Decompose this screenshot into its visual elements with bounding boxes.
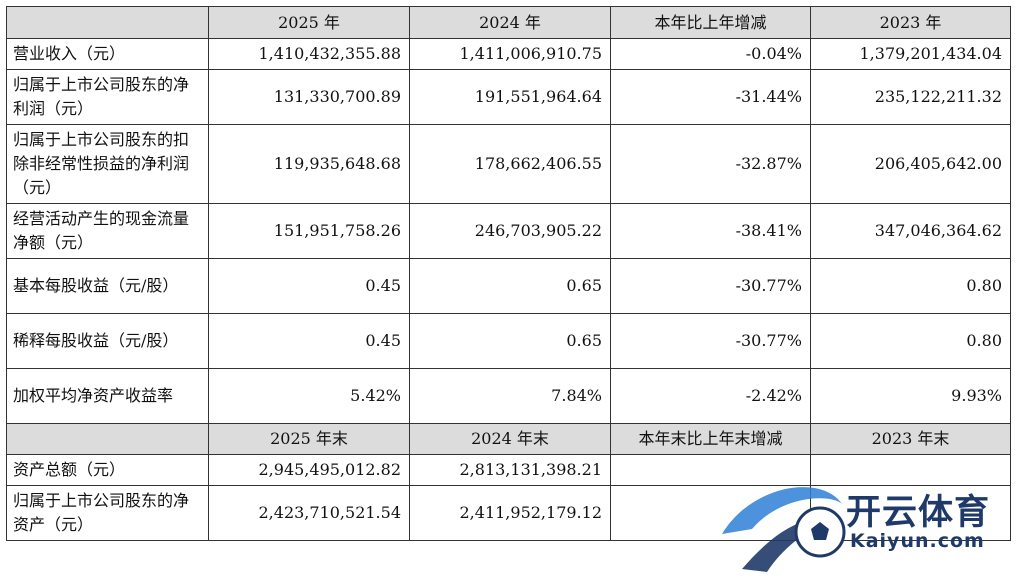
table-row: 加权平均净资产收益率 5.42% 7.84% -2.42% 9.93% [6, 368, 1011, 424]
header-blank-cell [6, 423, 209, 455]
row-label: 资产总额（元） [6, 454, 209, 486]
row-label: 归属于上市公司股东的净资产（元） [6, 485, 209, 541]
cell-2023: 0.80 [810, 258, 1011, 314]
table-row: 归属于上市公司股东的净利润（元） 131,330,700.89 191,551,… [6, 69, 1011, 125]
cell-2024: 0.65 [409, 258, 611, 314]
cell-2024: 1,411,006,910.75 [409, 38, 611, 70]
table-row: 经营活动产生的现金流量净额（元） 151,951,758.26 246,703,… [6, 203, 1011, 259]
cell-2025: 151,951,758.26 [208, 203, 410, 259]
cell-change: -31.44% [610, 69, 811, 125]
cell-2024: 2,411,952,179.12 [409, 485, 611, 541]
cell-2025: 5.42% [208, 368, 410, 424]
cell-2024: 246,703,905.22 [409, 203, 611, 259]
cell-2023: 347,046,364.62 [810, 203, 1011, 259]
cell-2025: 2,423,710,521.54 [208, 485, 410, 541]
cell-2025: 0.45 [208, 258, 410, 314]
financial-summary-table: 2025 年 2024 年 本年比上年增减 2023 年 营业收入（元） 1,4… [6, 6, 1011, 541]
watermark-ball-icon [722, 487, 846, 572]
cell-change: -30.77% [610, 258, 811, 314]
table-row: 基本每股收益（元/股） 0.45 0.65 -30.77% 0.80 [6, 258, 1011, 314]
cell-2025: 119,935,648.68 [208, 124, 410, 204]
cell-change: -30.77% [610, 313, 811, 369]
table-row: 资产总额（元） 2,945,495,012.82 2,813,131,398.2… [6, 454, 1011, 486]
cell-change: -38.41% [610, 203, 811, 259]
row-label: 基本每股收益（元/股） [6, 258, 209, 314]
cell-2025: 0.45 [208, 313, 410, 369]
watermark-site: Kaiyun.com [850, 530, 985, 552]
header-change-end: 本年末比上年末增减 [610, 423, 811, 455]
header-blank-cell [6, 6, 209, 39]
header-2024-end: 2024 年末 [409, 423, 611, 455]
row-label: 稀释每股收益（元/股） [6, 313, 209, 369]
header-2023: 2023 年 [810, 6, 1011, 39]
header-2024: 2024 年 [409, 6, 611, 39]
row-label: 经营活动产生的现金流量净额（元） [6, 203, 209, 259]
table-header-row: 2025 年 2024 年 本年比上年增减 2023 年 [6, 6, 1011, 39]
header-change: 本年比上年增减 [610, 6, 811, 39]
cell-2023: 1,379,201,434.04 [810, 38, 1011, 70]
cell-change: -2.42% [610, 368, 811, 424]
cell-2024: 7.84% [409, 368, 611, 424]
table-row: 营业收入（元） 1,410,432,355.88 1,411,006,910.7… [6, 38, 1011, 70]
header-2025: 2025 年 [208, 6, 410, 39]
header-2023-end: 2023 年末 [810, 423, 1011, 455]
cell-2024: 2,813,131,398.21 [409, 454, 611, 486]
cell-2024: 178,662,406.55 [409, 124, 611, 204]
row-label: 加权平均净资产收益率 [6, 368, 209, 424]
cell-2025: 1,410,432,355.88 [208, 38, 410, 70]
table-row: 归属于上市公司股东的净资产（元） 2,423,710,521.54 2,411,… [6, 485, 1011, 541]
cell-2023: 206,405,642.00 [810, 124, 1011, 204]
row-label: 归属于上市公司股东的扣除非经常性损益的净利润（元） [6, 124, 209, 204]
cell-change: -0.04% [610, 38, 811, 70]
table-row: 稀释每股收益（元/股） 0.45 0.65 -30.77% 0.80 [6, 313, 1011, 369]
table-header-row-year-end: 2025 年末 2024 年末 本年末比上年末增减 2023 年末 [6, 423, 1011, 455]
cell-2023: 0.80 [810, 313, 1011, 369]
header-2025-end: 2025 年末 [208, 423, 410, 455]
cell-change [610, 454, 811, 486]
cell-2023: 9.93% [810, 368, 1011, 424]
cell-2023: 235,122,211.32 [810, 69, 1011, 125]
cell-2024: 191,551,964.64 [409, 69, 611, 125]
cell-2024: 0.65 [409, 313, 611, 369]
cell-change: -32.87% [610, 124, 811, 204]
row-label: 归属于上市公司股东的净利润（元） [6, 69, 209, 125]
cell-2025: 2,945,495,012.82 [208, 454, 410, 486]
table-row: 归属于上市公司股东的扣除非经常性损益的净利润（元） 119,935,648.68… [6, 124, 1011, 204]
cell-2025: 131,330,700.89 [208, 69, 410, 125]
watermark-brand: 开云体育 [846, 493, 991, 533]
row-label: 营业收入（元） [6, 38, 209, 70]
